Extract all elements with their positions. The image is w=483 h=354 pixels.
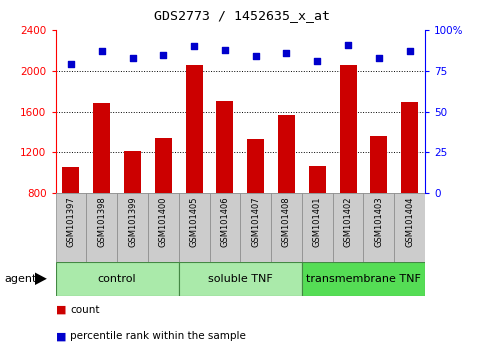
Point: [375, 55, 383, 61]
Bar: [364, 193, 394, 262]
Bar: [240, 193, 271, 262]
Bar: [340, 65, 356, 193]
Text: GSM101404: GSM101404: [405, 196, 414, 247]
Text: control: control: [98, 274, 136, 284]
Bar: [86, 193, 117, 262]
Point: [190, 44, 198, 49]
Point: [313, 58, 321, 64]
Bar: [179, 193, 210, 262]
Text: ■: ■: [56, 305, 66, 315]
Bar: [302, 262, 425, 296]
Text: ■: ■: [56, 331, 66, 341]
Text: percentile rank within the sample: percentile rank within the sample: [70, 331, 246, 341]
Bar: [309, 166, 326, 193]
Text: GDS2773 / 1452635_x_at: GDS2773 / 1452635_x_at: [154, 9, 329, 22]
Bar: [56, 193, 86, 262]
Text: GSM101402: GSM101402: [343, 196, 353, 247]
Text: count: count: [70, 305, 99, 315]
Point: [283, 50, 290, 56]
Bar: [185, 65, 202, 193]
Bar: [401, 102, 418, 193]
Bar: [124, 151, 141, 193]
Text: GSM101401: GSM101401: [313, 196, 322, 247]
Point: [344, 42, 352, 47]
Bar: [271, 193, 302, 262]
Bar: [210, 193, 240, 262]
Text: GSM101400: GSM101400: [159, 196, 168, 247]
Text: GSM101407: GSM101407: [251, 196, 260, 247]
Bar: [179, 262, 302, 296]
Text: GSM101397: GSM101397: [67, 196, 75, 247]
Text: GSM101403: GSM101403: [374, 196, 384, 247]
Point: [67, 62, 75, 67]
Point: [159, 52, 167, 57]
Bar: [278, 115, 295, 193]
Bar: [394, 193, 425, 262]
Bar: [370, 136, 387, 193]
Bar: [117, 193, 148, 262]
Bar: [93, 103, 110, 193]
Bar: [62, 167, 79, 193]
Text: GSM101408: GSM101408: [282, 196, 291, 247]
Bar: [56, 262, 179, 296]
Bar: [148, 193, 179, 262]
Point: [406, 48, 413, 54]
Text: GSM101398: GSM101398: [97, 196, 106, 247]
Point: [221, 47, 229, 52]
Text: soluble TNF: soluble TNF: [208, 274, 273, 284]
Bar: [155, 138, 172, 193]
Text: GSM101405: GSM101405: [190, 196, 199, 247]
Point: [252, 53, 259, 59]
Polygon shape: [35, 273, 47, 285]
Point: [128, 55, 136, 61]
Bar: [216, 101, 233, 193]
Text: GSM101406: GSM101406: [220, 196, 229, 247]
Bar: [333, 193, 364, 262]
Bar: [247, 139, 264, 193]
Text: agent: agent: [5, 274, 37, 284]
Text: transmembrane TNF: transmembrane TNF: [306, 274, 421, 284]
Point: [98, 48, 106, 54]
Text: GSM101399: GSM101399: [128, 196, 137, 247]
Bar: [302, 193, 333, 262]
